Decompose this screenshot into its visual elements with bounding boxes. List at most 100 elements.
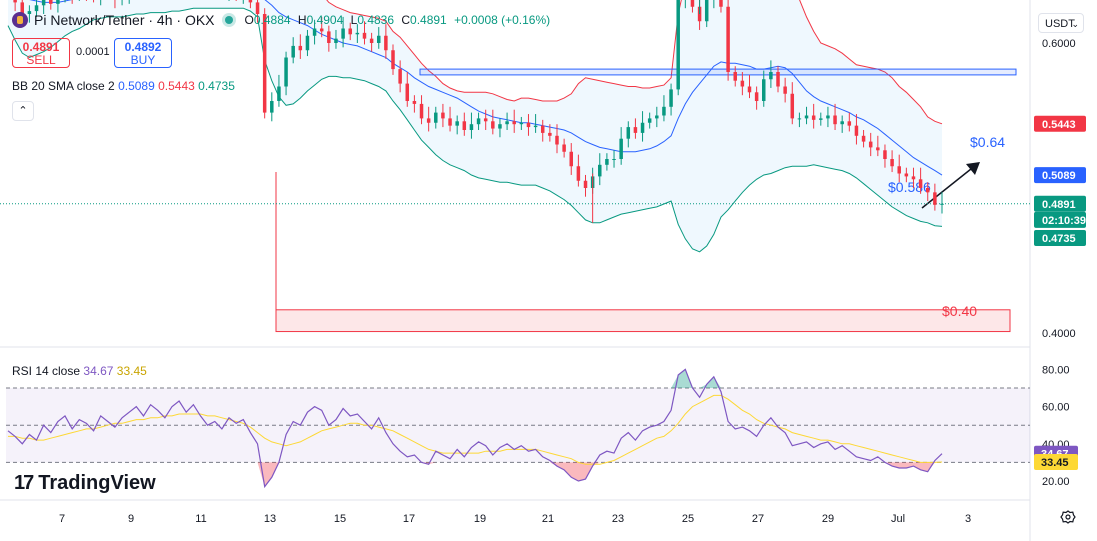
sell-label: SELL [26,53,56,67]
time-tick-label-6: 19 [474,513,486,525]
time-tick-label-3: 13 [264,513,276,525]
candle-body-5 [41,0,46,6]
candle-body-73 [526,122,531,128]
candle-body-50 [362,32,367,39]
candle-body-3 [27,11,32,14]
candle-body-81 [583,180,588,188]
support-zone-040 [275,309,1011,333]
candle-body-40 [291,45,295,58]
bb-band-fill [8,0,942,252]
tradingview-mark-icon: 17 [14,472,34,494]
candle-body-53 [384,35,388,51]
symbol-header[interactable]: Pi Network/Tether · 4h · OKX O0.4884 H0.… [12,12,554,28]
candle-body-89 [640,122,645,133]
market-open-icon [224,16,233,24]
symbol-title: Pi Network/Tether · 4h · OKX [34,12,215,28]
price-label-text-4: 0.4735 [1042,233,1076,245]
price-label-box-1 [1034,167,1086,184]
bb-legend[interactable]: BB 20 SMA close 2 0.5089 0.5443 0.4735 [12,79,235,93]
collapse-legend-button[interactable]: ⌃ [12,101,34,121]
candle-body-38 [277,86,281,101]
rsi-value: 34.67 [83,364,114,378]
candle-body-108 [776,72,780,87]
candle-body-71 [512,121,516,125]
annotation-label-2: $0.40 [942,303,977,319]
chevron-up-icon: ⌃ [18,105,28,117]
price-label-text-2: 0.4891 [1042,199,1076,211]
candle-body-46 [334,38,338,43]
time-tick-label-10: 27 [752,513,764,525]
candle-body-128 [918,179,923,188]
candle-body-93 [669,89,673,107]
time-tick-label-12: Jul [891,513,905,525]
candle-body-60 [434,112,438,123]
bb-upper-line [326,0,943,125]
candle-body-59 [426,118,431,123]
candle-body-94 [676,0,680,90]
candle-body-124 [890,159,894,167]
annotation-label-0: $0.64 [970,134,1005,150]
candle-body-1 [13,0,17,3]
rsi-tick-label-3: 20.00 [1042,476,1070,488]
candle-body-75 [540,125,545,133]
time-tick-label-13: 3 [965,513,971,525]
tradingview-logo: 17 TradingView [14,472,156,495]
candle-body-112 [804,115,809,119]
time-tick-label-4: 15 [334,513,346,525]
buy-button[interactable]: 0.4892 BUY [114,38,172,68]
rsi-label-box-1 [1034,454,1078,471]
candle-body-115 [826,115,830,119]
price-tick-label-4: 0.6000 [1042,38,1076,50]
time-tick-label-2: 11 [195,513,206,525]
candle-body-58 [419,103,424,119]
candle-body-121 [868,141,873,148]
candle-body-7 [56,0,60,4]
time-tick-label-1: 9 [128,513,134,525]
rsi-name: RSI 14 close [12,364,81,378]
candle-body-64 [462,121,467,130]
candle-body-119 [854,125,859,136]
candle-body-87 [626,127,631,139]
price-label-text-0: 0.5443 [1042,119,1076,131]
candle-body-91 [655,115,659,119]
candle-body-54 [391,50,395,70]
candle-body-47 [341,28,345,39]
candle-body-36 [262,14,267,113]
candle-body-69 [498,124,502,129]
candle-body-104 [747,86,752,93]
chevron-down-icon: ⌄ [1071,19,1079,29]
candle-body-55 [398,69,402,84]
candle-body-83 [598,164,602,177]
time-tick-label-0: 7 [59,513,65,525]
candle-body-100 [719,0,723,7]
candle-body-103 [740,80,745,87]
candle-body-52 [376,35,381,43]
candle-body-113 [811,115,816,120]
candle-body-92 [662,106,666,116]
candle-body-118 [847,121,852,126]
sell-button[interactable]: 0.4891 SELL [12,38,70,68]
candle-body-84 [605,159,609,165]
bb-lower-line [7,7,943,253]
candle-body-45 [327,31,331,43]
candle-body-116 [833,115,837,125]
candle-body-61 [441,112,445,119]
pi-network-logo-icon [12,12,28,28]
currency-selector[interactable]: USDT ⌄ [1038,13,1084,33]
candle-body-72 [519,122,524,125]
price-tick-label-5: 0.4000 [1042,328,1076,340]
rsi-line [7,368,943,489]
candle-body-68 [491,121,495,129]
candle-body-70 [505,121,509,125]
candle-body-131 [940,203,944,205]
candle-body-86 [619,138,623,159]
settings-gear-icon[interactable] [1060,509,1076,525]
resistance-zone-0586 [419,68,1017,76]
trend-arrow-line [921,164,977,209]
rsi-legend[interactable]: RSI 14 close 34.67 33.45 [12,364,147,378]
candle-body-2 [20,2,25,15]
price-label-box-4 [1034,230,1086,247]
time-tick-label-8: 23 [612,513,624,525]
candle-body-126 [904,173,909,177]
